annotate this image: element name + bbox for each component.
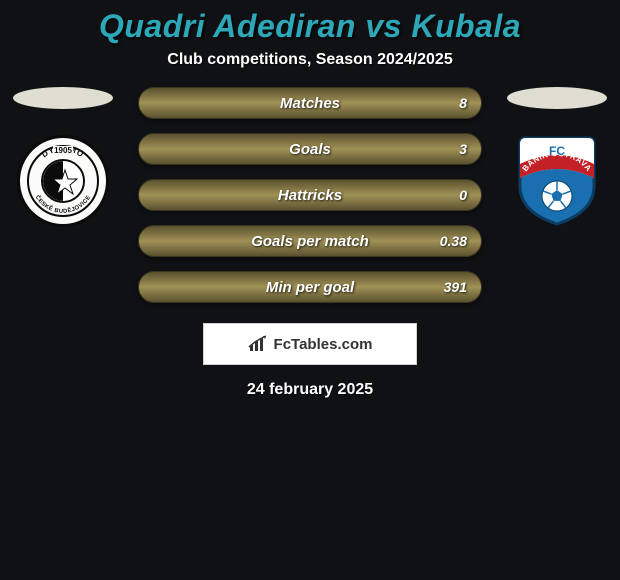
stat-label: Min per goal <box>266 279 354 296</box>
dynamo-badge: DYNAMO ČESKÉ BUDĚJOVICE 1905 <box>17 135 109 227</box>
date-line: 24 february 2025 <box>0 381 620 399</box>
stat-label: Matches <box>280 95 340 112</box>
stat-right-value: 0.38 <box>440 233 467 249</box>
right-club-logo: BANÍK OSTRAVA FC <box>511 135 603 227</box>
stat-label: Goals per match <box>251 233 369 250</box>
stat-label: Hattricks <box>278 187 342 204</box>
right-shadow-ellipse <box>507 87 607 109</box>
soccer-ball-icon <box>542 181 572 211</box>
branding-box: FcTables.com <box>203 323 417 365</box>
stat-row-hattricks: Hattricks 0 <box>138 179 482 211</box>
left-club-logo: DYNAMO ČESKÉ BUDĚJOVICE 1905 <box>17 135 109 227</box>
stats-column: Matches 8 Goals 3 Hattricks 0 Goals per … <box>130 87 490 303</box>
stat-row-min-per-goal: Min per goal 391 <box>138 271 482 303</box>
svg-text:FC: FC <box>549 144 565 158</box>
stat-right-value: 0 <box>459 187 467 203</box>
stat-row-matches: Matches 8 <box>138 87 482 119</box>
left-shadow-ellipse <box>13 87 113 109</box>
dynamo-star-icon <box>43 161 85 203</box>
stat-row-goals-per-match: Goals per match 0.38 <box>138 225 482 257</box>
stat-row-goals: Goals 3 <box>138 133 482 165</box>
right-club-column: BANÍK OSTRAVA FC <box>502 87 612 227</box>
stat-right-value: 8 <box>459 95 467 111</box>
stat-right-value: 391 <box>444 279 467 295</box>
branding-text: FcTables.com <box>274 336 373 353</box>
main-row: DYNAMO ČESKÉ BUDĚJOVICE 1905 <box>0 87 620 303</box>
dynamo-inner-circle <box>41 159 85 203</box>
left-club-column: DYNAMO ČESKÉ BUDĚJOVICE 1905 <box>8 87 118 227</box>
comparison-card: Quadri Adediran vs Kubala Club competiti… <box>0 0 620 399</box>
stat-label: Goals <box>289 141 331 158</box>
stat-right-value: 3 <box>459 141 467 157</box>
subtitle: Club competitions, Season 2024/2025 <box>0 51 620 69</box>
bar-chart-icon <box>248 335 270 353</box>
dynamo-year: 1905 <box>53 146 73 155</box>
banik-badge: BANÍK OSTRAVA FC <box>514 134 600 228</box>
page-title: Quadri Adediran vs Kubala <box>0 8 620 45</box>
